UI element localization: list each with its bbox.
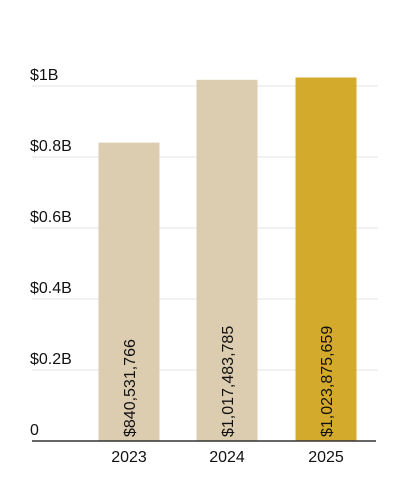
x-tick-label-2024: 2024 [209, 449, 245, 466]
bar-2023 [98, 142, 160, 442]
bar-data-labels: $840,531,766 $1,017,483,785 $1,023,875,659 [122, 326, 336, 437]
y-tick-label: $0.8B [30, 138, 72, 155]
y-axis-tick-labels: 0 $0.2B $0.4B $0.6B $0.8B $1B [30, 67, 72, 439]
bar-data-label-2025: $1,023,875,659 [319, 326, 336, 437]
bar-data-label-2023: $840,531,766 [122, 339, 139, 437]
y-tick-label: $1B [30, 67, 58, 84]
y-tick-label: $0.6B [30, 209, 72, 226]
x-axis-tick-labels: 2023 2024 2025 [111, 449, 344, 466]
bar-data-label-2024: $1,017,483,785 [220, 326, 237, 437]
bar-2024 [196, 79, 258, 441]
bar-2025 [295, 77, 357, 441]
x-tick-label-2025: 2025 [308, 449, 344, 466]
y-tick-label: $0.4B [30, 280, 72, 297]
y-tick-label: 0 [30, 422, 39, 439]
x-tick-label-2023: 2023 [111, 449, 147, 466]
y-tick-label: $0.2B [30, 351, 72, 368]
bars [98, 77, 357, 442]
